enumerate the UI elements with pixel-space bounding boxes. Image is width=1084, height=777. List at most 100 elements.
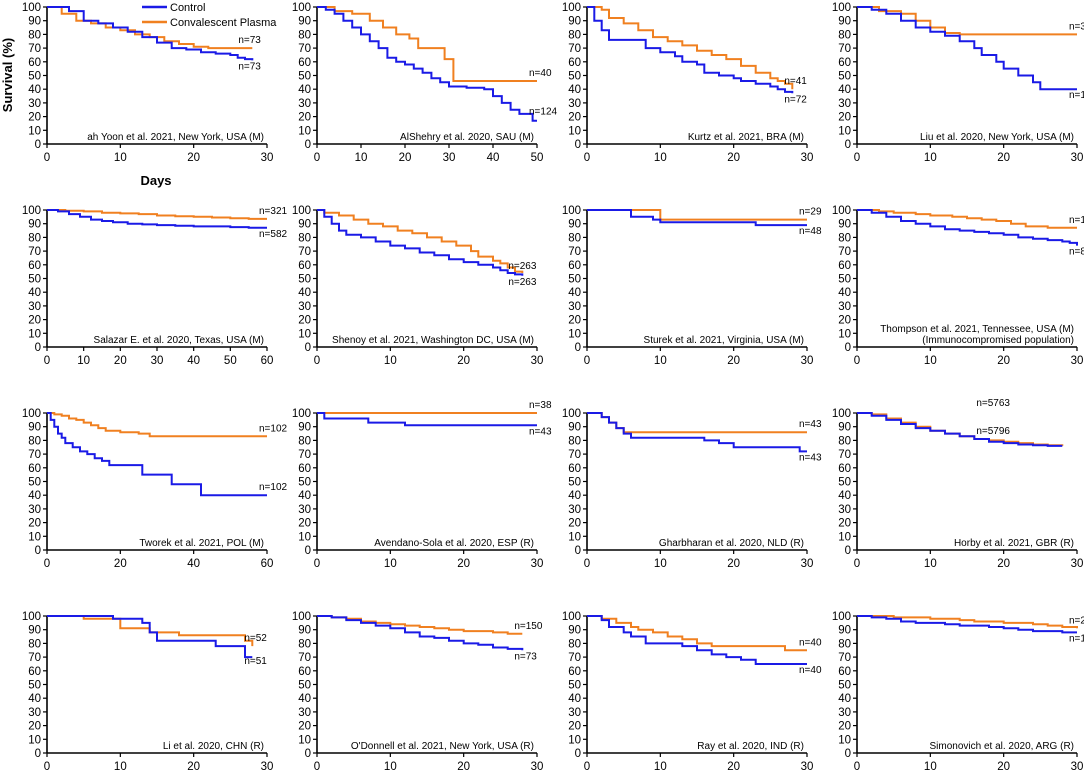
- y-tick-label: 0: [575, 545, 581, 557]
- y-tick-label: 30: [28, 504, 41, 516]
- y-tick-label: 60: [568, 666, 581, 678]
- plasma-n-label: n=39: [1069, 21, 1084, 32]
- x-tick-label: 0: [854, 355, 860, 367]
- y-tick-label: 50: [838, 274, 851, 286]
- plasma-n-label: n=40: [529, 68, 552, 79]
- y-tick-label: 0: [845, 748, 851, 760]
- y-tick-label: 40: [568, 490, 581, 502]
- y-tick-label: 100: [292, 2, 311, 14]
- x-tick-label: 20: [114, 355, 127, 367]
- panel-caption: Avendano-Sola et al. 2020, ESP (R): [374, 538, 534, 549]
- plasma-n-label: n=263: [508, 261, 537, 272]
- x-tick-label: 0: [44, 355, 50, 367]
- control-n-label: n=263: [508, 277, 537, 288]
- control-n-label: n=5796: [976, 426, 1010, 437]
- y-tick-label: 10: [838, 734, 851, 746]
- y-tick-label: 60: [298, 260, 311, 272]
- x-tick-label: 30: [801, 355, 814, 367]
- y-tick-label: 10: [568, 531, 581, 543]
- y-tick-label: 20: [298, 112, 311, 124]
- x-tick-label: 10: [924, 152, 937, 164]
- x-tick-label: 20: [727, 152, 740, 164]
- x-tick-label: 0: [584, 152, 590, 164]
- control-n-label: n=823: [1069, 247, 1084, 258]
- y-tick-label: 70: [298, 652, 311, 664]
- x-axis-title: Days: [140, 173, 171, 188]
- y-tick-label: 30: [28, 301, 41, 313]
- control-curve: [47, 6, 254, 61]
- y-tick-label: 100: [832, 205, 851, 217]
- panel-caption: ah Yoon et al. 2021, New York, USA (M): [87, 132, 264, 143]
- y-tick-label: 70: [568, 246, 581, 258]
- y-tick-label: 90: [568, 16, 581, 28]
- y-tick-label: 90: [838, 16, 851, 28]
- y-tick-label: 0: [305, 545, 311, 557]
- x-tick-label: 30: [1071, 761, 1084, 773]
- y-tick-label: 10: [298, 328, 311, 340]
- control-n-label: n=43: [529, 426, 552, 437]
- y-tick-label: 60: [28, 57, 41, 69]
- y-tick-label: 50: [838, 680, 851, 692]
- x-tick-label: 20: [727, 355, 740, 367]
- y-tick-label: 80: [838, 29, 851, 41]
- y-tick-label: 50: [568, 71, 581, 83]
- panel-4: 01020304050607080901000102030n=39n=156Li…: [832, 2, 1084, 164]
- y-tick-label: 30: [568, 504, 581, 516]
- y-tick-label: 100: [562, 205, 581, 217]
- legend: Control Convalescent Plasma: [142, 2, 277, 29]
- y-tick-label: 60: [28, 463, 41, 475]
- y-tick-label: 90: [568, 219, 581, 231]
- x-tick-label: 40: [187, 558, 200, 570]
- y-tick-label: 90: [298, 625, 311, 637]
- y-tick-label: 100: [292, 611, 311, 623]
- x-tick-label: 0: [44, 761, 50, 773]
- x-tick-label: 60: [261, 355, 274, 367]
- y-tick-label: 80: [28, 638, 41, 650]
- x-tick-label: 20: [997, 152, 1010, 164]
- control-curve: [587, 6, 794, 94]
- plasma-curve: [857, 615, 1078, 629]
- y-tick-label: 40: [298, 84, 311, 96]
- control-n-label: n=156: [1069, 90, 1084, 101]
- plasma-curve: [857, 6, 1077, 36]
- plasma-curve: [857, 412, 1064, 447]
- panel-caption: O'Donnell et al. 2021, New York, USA (R): [351, 741, 534, 752]
- legend-plasma-label: Convalescent Plasma: [170, 17, 277, 29]
- plasma-curve: [47, 209, 267, 220]
- y-tick-label: 10: [568, 125, 581, 137]
- y-tick-label: 70: [28, 246, 41, 258]
- plasma-n-label: n=41: [784, 76, 807, 87]
- panel-8: 01020304050607080901000102030n=143n=823T…: [832, 205, 1084, 367]
- y-tick-label: 100: [832, 611, 851, 623]
- y-tick-label: 100: [832, 408, 851, 420]
- y-tick-label: 0: [35, 545, 41, 557]
- plasma-n-label: n=321: [259, 206, 288, 217]
- y-tick-label: 30: [838, 504, 851, 516]
- y-tick-label: 30: [568, 98, 581, 110]
- y-tick-label: 80: [28, 29, 41, 41]
- control-curve: [587, 615, 807, 665]
- control-n-label: n=51: [244, 656, 267, 667]
- x-tick-label: 40: [187, 355, 200, 367]
- panel-caption: Ray et al. 2020, IND (R): [697, 741, 804, 752]
- x-tick-label: 50: [531, 152, 544, 164]
- x-tick-label: 30: [531, 761, 544, 773]
- control-curve: [587, 209, 807, 227]
- x-tick-label: 0: [854, 558, 860, 570]
- y-tick-label: 40: [568, 693, 581, 705]
- x-tick-label: 30: [1071, 558, 1084, 570]
- y-tick-label: 40: [568, 287, 581, 299]
- control-curve: [47, 412, 267, 497]
- y-tick-label: 90: [298, 219, 311, 231]
- x-tick-label: 10: [384, 761, 397, 773]
- control-curve: [857, 6, 1077, 91]
- y-tick-label: 60: [28, 260, 41, 272]
- y-tick-label: 0: [845, 342, 851, 354]
- panel-caption: Tworek et al. 2021, POL (M): [139, 538, 264, 549]
- x-tick-label: 10: [77, 355, 90, 367]
- plasma-curve: [317, 6, 537, 82]
